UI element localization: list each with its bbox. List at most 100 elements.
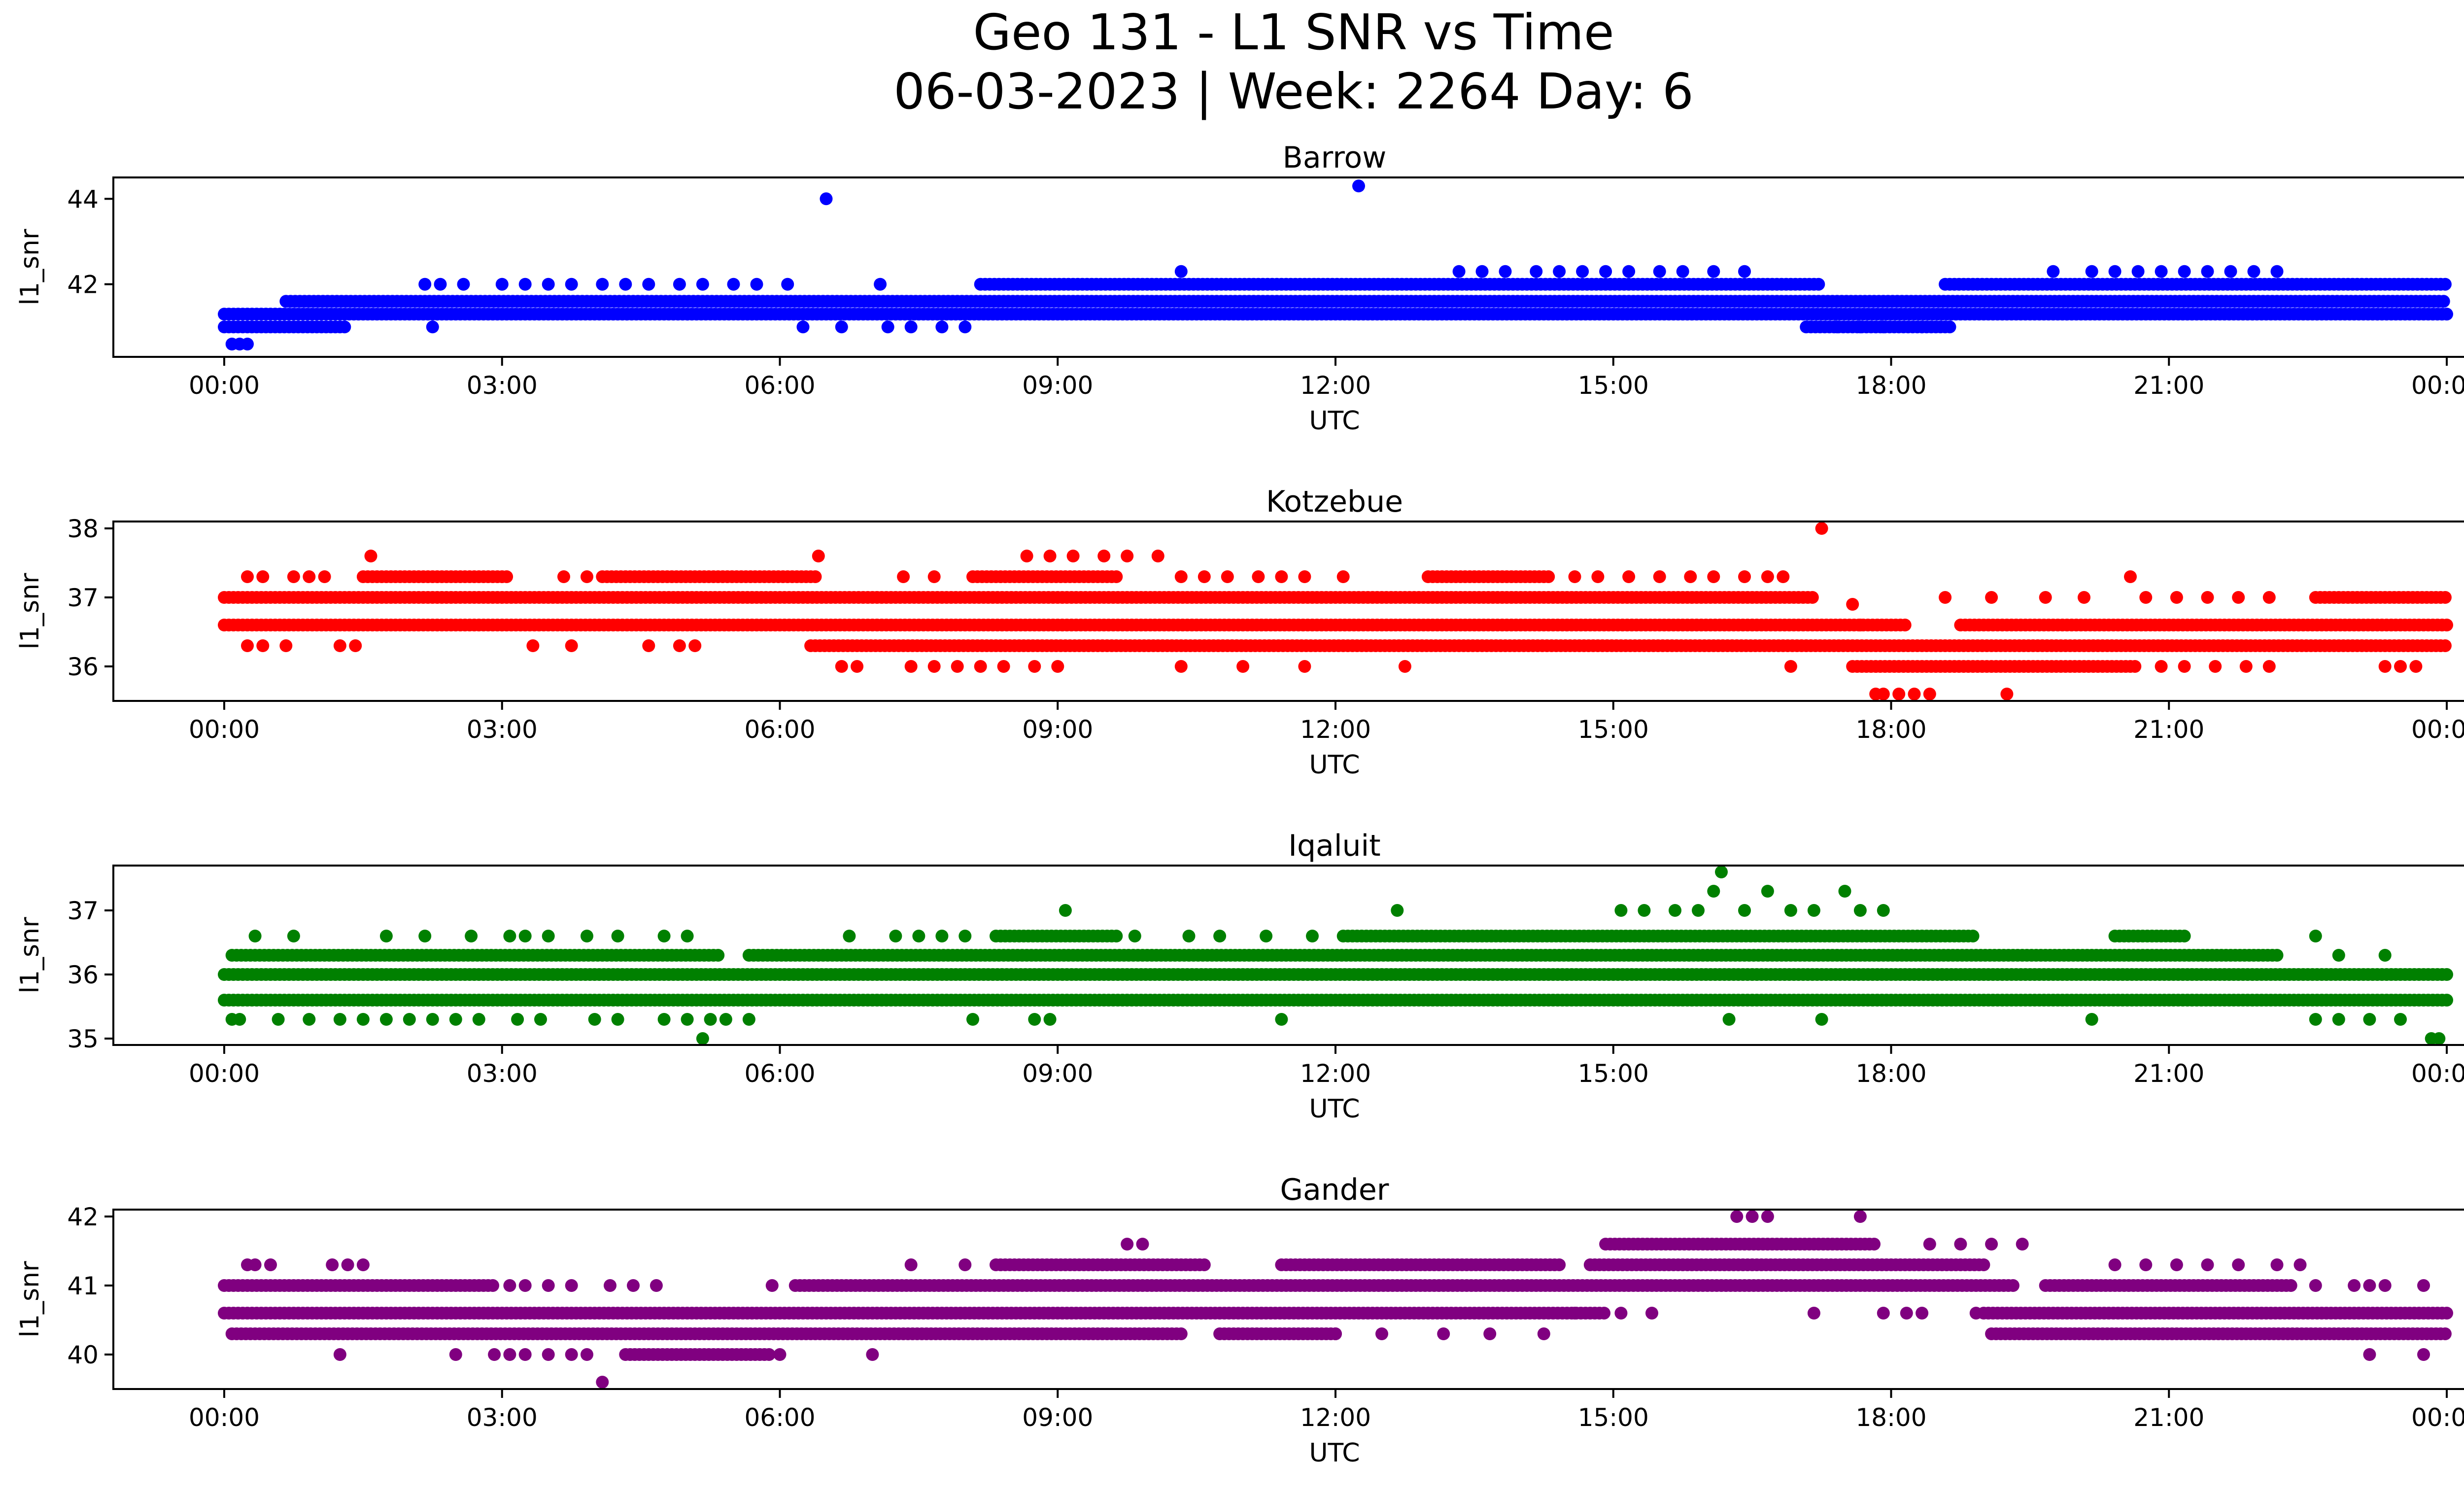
data-point [2124, 570, 2137, 583]
data-point [762, 1348, 776, 1361]
subplot-title: Kotzebue [1266, 485, 1403, 519]
data-point [1051, 660, 1064, 673]
x-axis-label: UTC [1309, 1094, 1360, 1124]
data-point [418, 930, 432, 942]
data-point [2394, 660, 2407, 673]
data-point [1653, 265, 1666, 278]
data-point [2201, 591, 2214, 604]
x-tick-label: 15:00 [1578, 371, 1649, 400]
data-point [997, 660, 1010, 673]
x-tick-label: 00:00 [189, 715, 260, 744]
data-point [704, 1013, 717, 1026]
data-point [1777, 570, 1790, 583]
data-point [2224, 265, 2237, 278]
data-point [1475, 265, 1489, 278]
y-axis-label: l1_snr [15, 573, 45, 650]
data-point [518, 278, 532, 291]
x-tick-label: 09:00 [1022, 1059, 1093, 1088]
data-point [2085, 1013, 2098, 1026]
x-tick-label: 18:00 [1855, 1059, 1926, 1088]
y-tick-label: 37 [67, 584, 99, 612]
x-axis-label: UTC [1309, 406, 1360, 436]
data-point [2170, 591, 2183, 604]
data-point [1336, 570, 1350, 583]
data-point [966, 1013, 979, 1026]
data-point [403, 1013, 416, 1026]
data-point [1020, 550, 1033, 562]
data-point [1738, 265, 1751, 278]
data-point [1043, 1013, 1057, 1026]
x-tick-label: 06:00 [744, 715, 815, 744]
data-point [2409, 660, 2423, 673]
data-point [1553, 265, 1566, 278]
data-point [673, 639, 686, 652]
x-tick-label: 06:00 [744, 371, 815, 400]
data-point [2437, 295, 2450, 308]
data-point [2438, 591, 2452, 604]
x-tick-label: 03:00 [467, 371, 538, 400]
data-point [1784, 660, 1797, 673]
data-point [1715, 866, 1728, 878]
data-point [241, 570, 254, 583]
data-point [2247, 265, 2260, 278]
data-point [1174, 570, 1188, 583]
data-point [1761, 570, 1774, 583]
data-point [851, 660, 864, 673]
data-point [1877, 904, 1890, 917]
data-point [681, 1013, 694, 1026]
data-point [1653, 570, 1666, 583]
data-point [2000, 688, 2014, 700]
x-tick-label: 21:00 [2133, 1059, 2204, 1088]
data-point [1877, 688, 1890, 700]
data-point [534, 1013, 547, 1026]
data-point [1128, 930, 1141, 942]
data-point [681, 930, 694, 942]
data-point [657, 930, 671, 942]
data-point [1452, 265, 1466, 278]
data-point [1043, 550, 1057, 562]
x-tick-label: 15:00 [1578, 715, 1649, 744]
subplot-title: Barrow [1283, 140, 1387, 175]
data-point [1306, 930, 1319, 942]
data-point [1806, 591, 1819, 604]
data-point [1568, 570, 1581, 583]
data-point [434, 278, 447, 291]
figure-title: Geo 131 - L1 SNR vs Time [973, 3, 1614, 61]
x-tick-label: 21:00 [2133, 715, 2204, 744]
data-point [2440, 994, 2453, 1007]
x-tick-label: 12:00 [1300, 1059, 1371, 1088]
subplot-title: Iqaluit [1288, 829, 1380, 863]
data-point [642, 278, 655, 291]
data-point [1236, 660, 1250, 673]
data-point [2178, 930, 2191, 942]
data-point [1669, 904, 1681, 917]
data-point [1707, 265, 1720, 278]
data-point [542, 930, 555, 942]
data-point [2232, 591, 2245, 604]
data-point [820, 192, 833, 206]
data-point [2440, 308, 2453, 321]
data-point [2309, 930, 2322, 942]
data-point [596, 278, 609, 291]
figure-subtitle: 06-03-2023 | Week: 2264 Day: 6 [893, 63, 1693, 120]
data-point [2332, 949, 2345, 962]
data-point [333, 639, 346, 652]
x-tick-label: 15:00 [1578, 1059, 1649, 1088]
data-point [2155, 265, 2168, 278]
data-point [418, 278, 432, 291]
data-point [1121, 550, 1134, 562]
x-axis-label: UTC [1309, 750, 1360, 780]
data-point [1892, 688, 1906, 700]
data-point [935, 320, 949, 334]
data-point [2078, 591, 2090, 604]
data-point [889, 930, 902, 942]
subplots: Barrow 00:00 03:00 06:00 09:00 12:00 15:00 18:0… [15, 140, 2464, 1468]
data-point [2378, 660, 2392, 673]
data-point [1352, 179, 1365, 193]
data-point [1499, 265, 1512, 278]
data-point [256, 570, 270, 583]
data-point [2128, 660, 2142, 673]
data-point [809, 570, 822, 583]
data-point [1939, 591, 1952, 604]
